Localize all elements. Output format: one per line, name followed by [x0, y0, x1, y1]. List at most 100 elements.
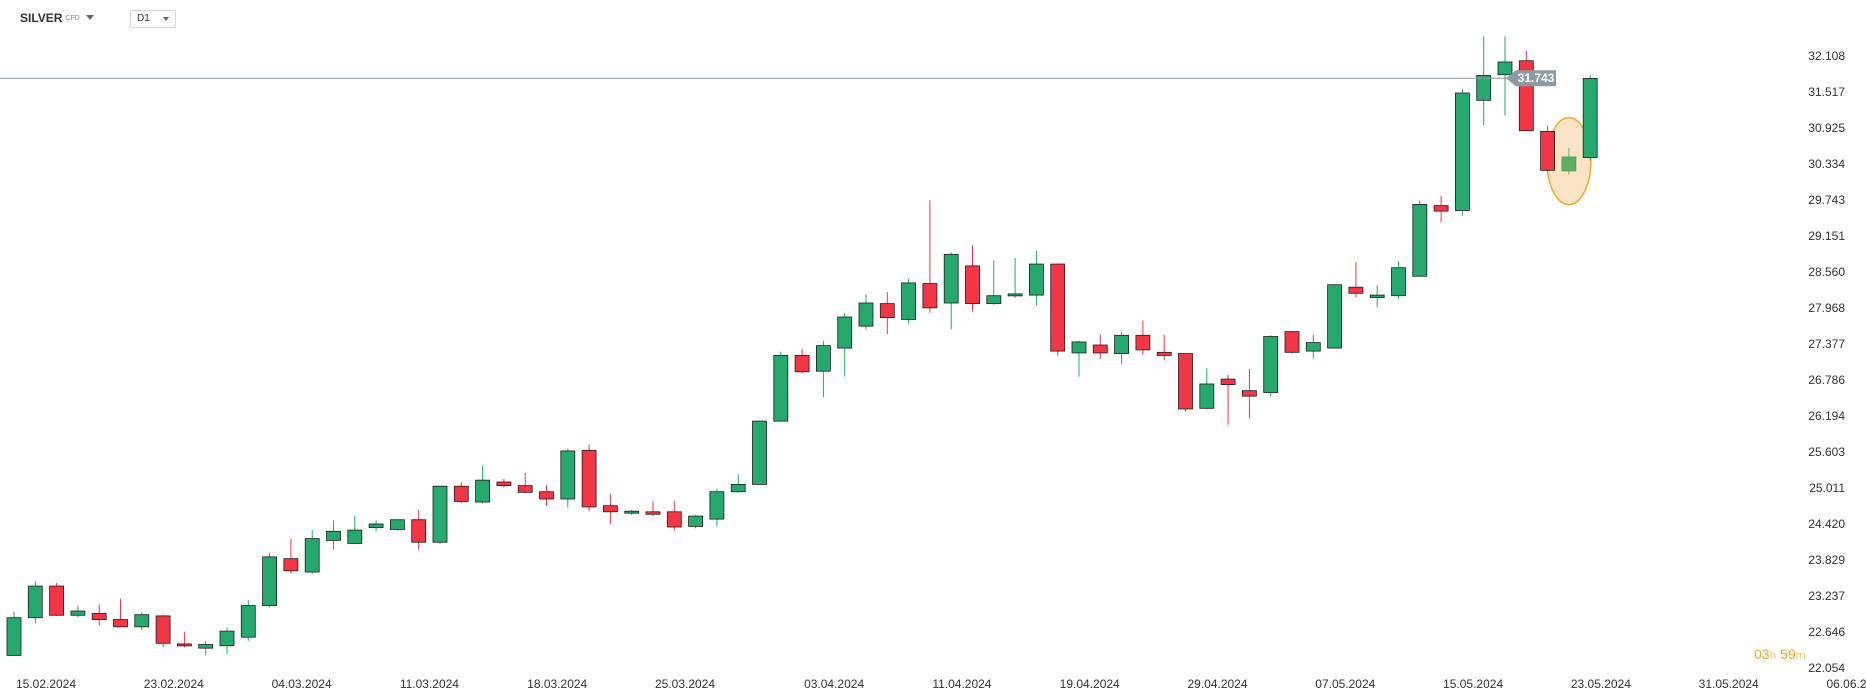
candle-body [1327, 284, 1342, 349]
candle [1029, 250, 1044, 306]
candle-body [901, 282, 916, 320]
candle [901, 278, 916, 325]
candle-body [666, 511, 682, 528]
y-tick-label: 22.646 [1808, 625, 1845, 639]
candle-body [1305, 342, 1321, 352]
candle [219, 627, 235, 655]
y-tick-label: 27.377 [1808, 337, 1845, 351]
y-tick-label: 29.151 [1808, 229, 1845, 243]
timeframe-selector[interactable]: D1 [130, 10, 176, 28]
candle-body [1369, 294, 1385, 298]
candle [240, 600, 256, 641]
candle-body [432, 485, 448, 543]
x-tick-label: 11.04.2024 [932, 677, 991, 691]
candle-body [134, 614, 150, 628]
candle-body [453, 485, 469, 502]
candle [1497, 36, 1513, 116]
candle [709, 488, 725, 527]
countdown-hours: 03 [1754, 646, 1770, 662]
candle-body [837, 316, 853, 349]
candle-body [1092, 344, 1108, 354]
candle-body [1178, 353, 1193, 410]
x-tick-label: 04.03.2024 [272, 677, 332, 691]
candle-body [198, 644, 214, 649]
candle-body [155, 615, 171, 644]
candle [1412, 200, 1428, 277]
candle-body [411, 519, 427, 543]
candle-body [1391, 267, 1406, 297]
candle-body [539, 491, 554, 500]
candle [432, 485, 448, 544]
candle [539, 485, 554, 506]
y-tick-label: 29.743 [1808, 193, 1845, 207]
candle [581, 444, 597, 512]
candle [453, 482, 469, 504]
candle-body [1242, 390, 1257, 397]
candle-body [965, 265, 980, 305]
y-tick-label: 22.054 [1808, 661, 1845, 675]
candle-body [113, 619, 128, 628]
candle-body [709, 491, 725, 520]
x-tick-label: 25.03.2024 [655, 677, 715, 691]
chevron-down-icon[interactable] [86, 15, 94, 20]
candle-body [496, 481, 512, 487]
candle [6, 611, 22, 657]
candle [70, 605, 86, 618]
candle [1327, 284, 1342, 349]
y-tick-label: 24.420 [1808, 517, 1845, 531]
countdown-minutes: 59 [1780, 646, 1796, 662]
candle-body [475, 479, 491, 503]
candle [816, 340, 831, 398]
candle-body [688, 515, 703, 527]
candle [688, 514, 703, 529]
x-tick-label: 15.05.2024 [1443, 677, 1503, 691]
y-tick-label: 26.786 [1808, 373, 1845, 387]
candle-body [816, 345, 831, 372]
candle-body [1050, 263, 1066, 352]
x-tick-label: 19.04.2024 [1060, 677, 1120, 691]
y-tick-label: 27.968 [1808, 301, 1845, 315]
candle [1284, 331, 1300, 354]
candle-body [6, 617, 22, 656]
current-price-tag [1506, 70, 1556, 87]
candle [155, 614, 171, 647]
symbol-selector[interactable]: SILVER CFD [20, 11, 80, 25]
y-tick-label: 28.560 [1808, 265, 1845, 279]
candle-body [794, 354, 810, 373]
candle-body [27, 585, 43, 619]
candle [1092, 334, 1108, 360]
current-price-label: 31.743 [1518, 71, 1555, 85]
candle-body [1540, 130, 1555, 171]
candle-body [1029, 263, 1044, 296]
candle [1114, 332, 1129, 365]
candle [347, 515, 363, 544]
candle [730, 474, 746, 493]
candle-body [283, 558, 299, 572]
candle [1071, 340, 1087, 377]
candle-body [326, 530, 341, 541]
candle-body [517, 485, 533, 493]
candle-body [581, 449, 597, 508]
x-tick-label: 06.06.2024 [1826, 677, 1866, 691]
candle-body [1582, 78, 1598, 158]
candle [198, 640, 214, 656]
candle-body [368, 523, 384, 529]
candle [1561, 147, 1577, 175]
chevron-down-icon [163, 17, 169, 21]
candle-body [1412, 204, 1428, 277]
x-tick-label: 07.05.2024 [1315, 677, 1375, 691]
candle [986, 260, 1002, 305]
candle [794, 348, 810, 374]
candle-body [943, 253, 959, 304]
y-tick-label: 31.517 [1808, 85, 1845, 99]
candle-body [560, 450, 576, 500]
candle [411, 509, 427, 550]
countdown-minutes-unit: m [1795, 648, 1806, 662]
candle-body [347, 529, 363, 544]
candle [91, 604, 107, 626]
candle [389, 519, 405, 531]
candle [368, 520, 384, 532]
candle-body [1135, 334, 1151, 351]
candle-body [858, 302, 874, 327]
